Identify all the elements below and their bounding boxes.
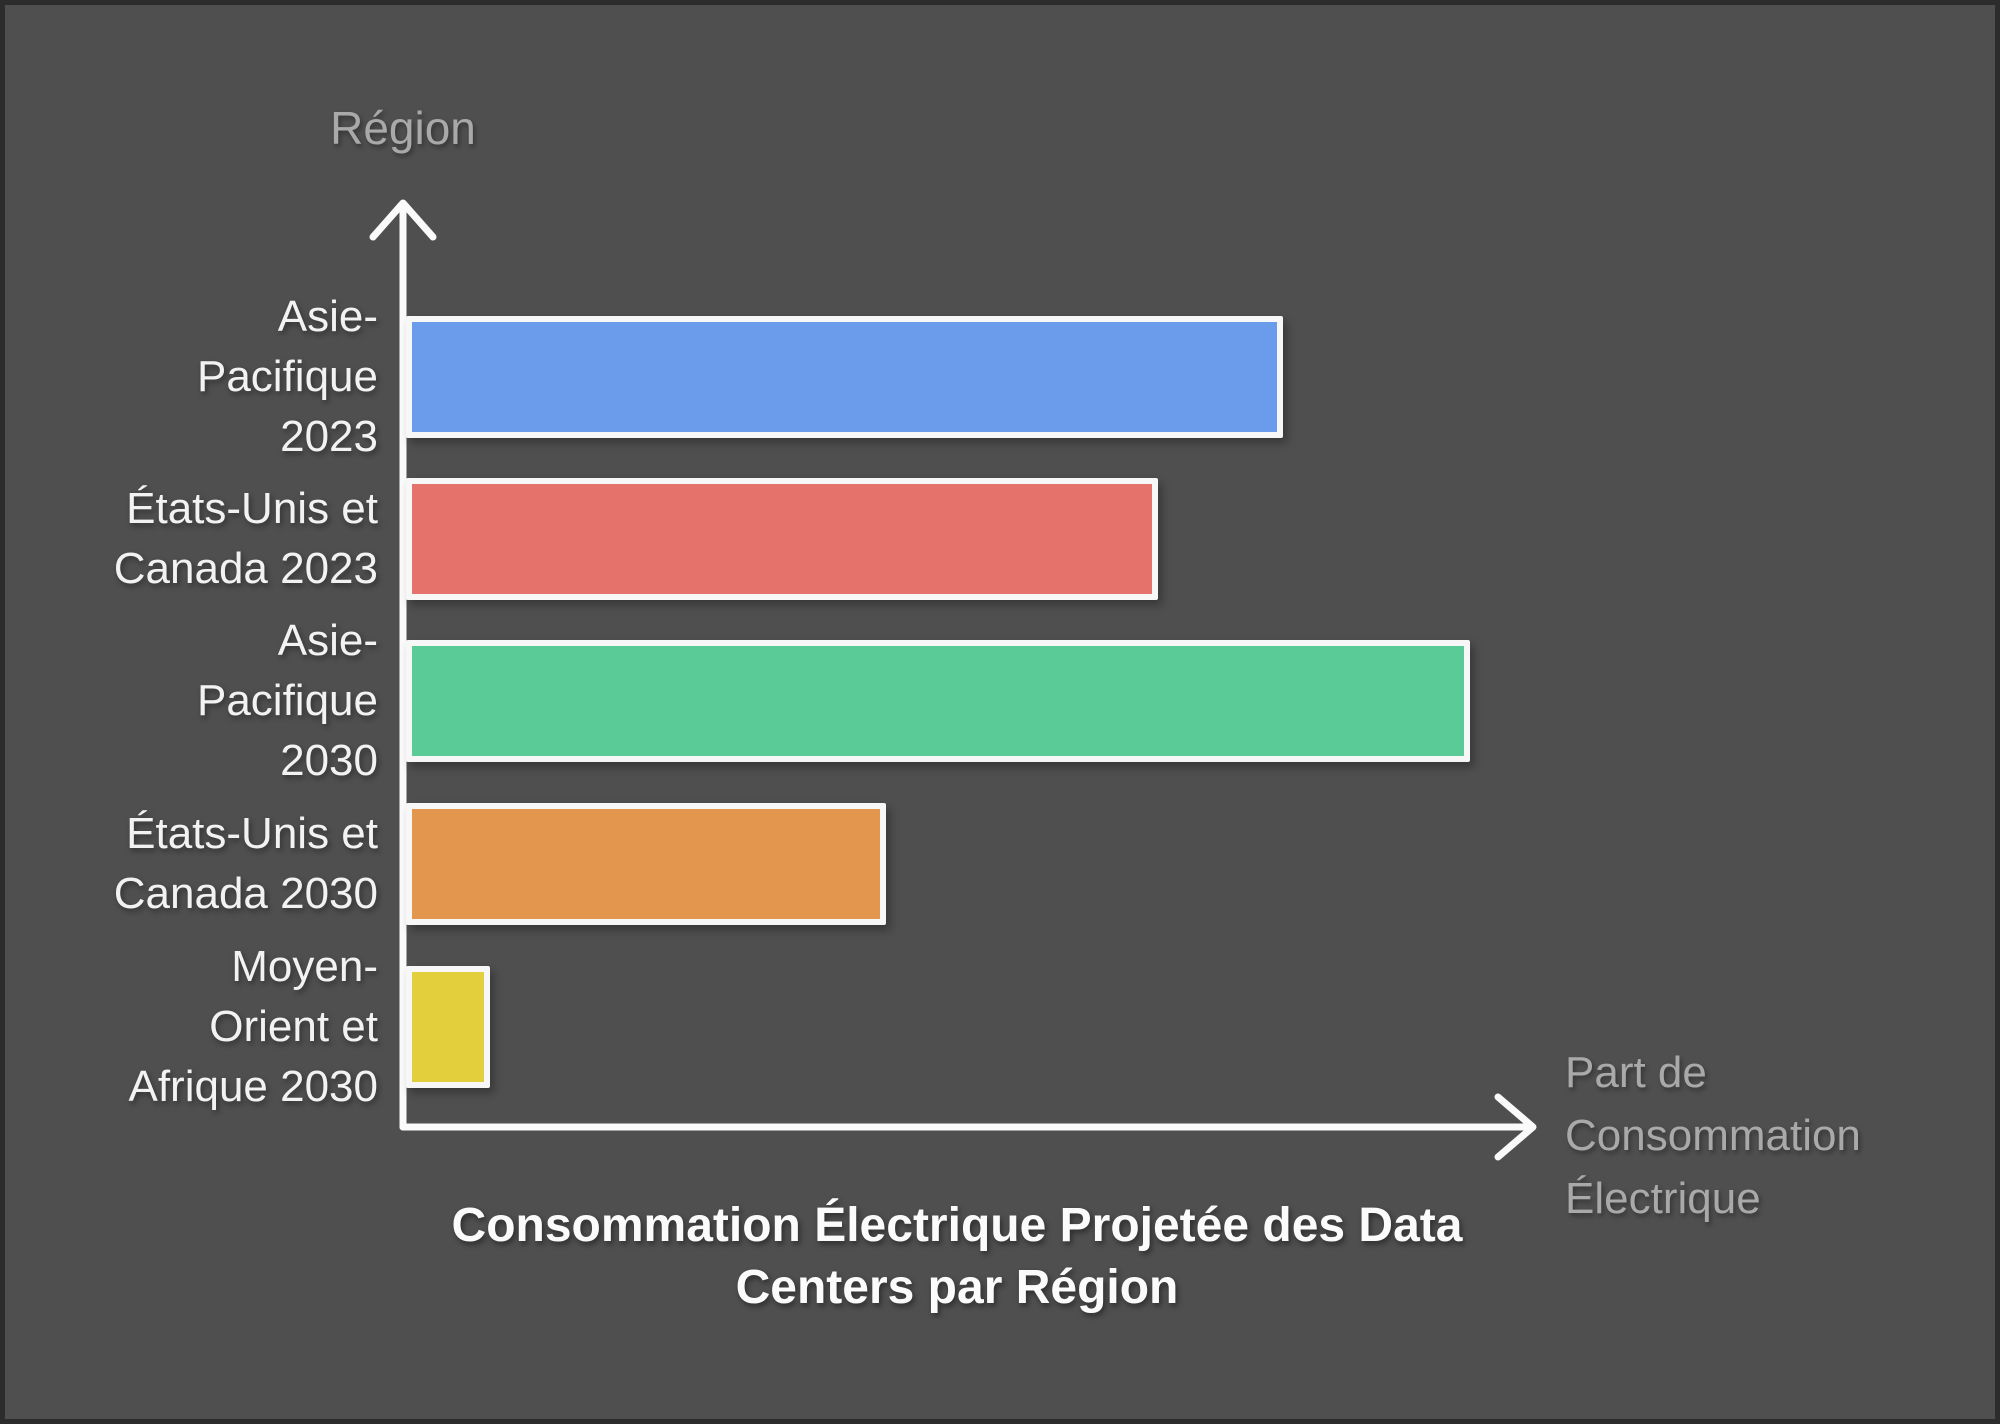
bar-label-line: États-Unis et (126, 484, 378, 533)
bar-etats-unis-et-canada-2023 (406, 478, 1158, 600)
bar-asie-pacifique-2023 (406, 316, 1283, 438)
bar-label-line: Canada 2023 (113, 544, 378, 593)
right-arrowhead-icon (1494, 1093, 1537, 1161)
x-axis-title-line: Électrique (1565, 1174, 1761, 1223)
bar-label-etats-unis-et-canada-2023: États-Unis et Canada 2023 (114, 479, 378, 599)
bar-label-line: Pacifique (196, 352, 378, 401)
up-arrowhead-icon (369, 199, 437, 241)
bar-label-asie-pacifique-2023: Asie- Pacifique 2023 (197, 287, 378, 467)
bar-label-moyen-orient-et-afrique-2030: Moyen- Orient et Afrique 2030 (128, 937, 378, 1117)
bar-label-line: Moyen- (231, 942, 378, 991)
x-axis-title-line: Consommation (1565, 1111, 1861, 1160)
bar-label-line: 2023 (280, 412, 378, 461)
chart-title-line: Consommation Électrique Projetée des Dat… (451, 1199, 1463, 1252)
bar-asie-pacifique-2030 (406, 640, 1470, 762)
x-axis-title: Part de Consommation Électrique (1565, 1041, 1861, 1230)
bar-label-line: Asie- (277, 292, 378, 341)
y-axis-title: Région (330, 102, 476, 154)
chart-title-line: Centers par Région (735, 1261, 1179, 1314)
bar-etats-unis-et-canada-2030 (406, 803, 886, 925)
bar-label-line: Orient et (209, 1002, 378, 1051)
bar-label-line: Canada 2030 (113, 869, 378, 918)
bar-label-line: Pacifique (196, 676, 378, 725)
bar-label-etats-unis-et-canada-2030: États-Unis et Canada 2030 (114, 804, 378, 924)
bar-label-line: Afrique 2030 (128, 1062, 378, 1111)
bar-label-line: Asie- (277, 616, 378, 665)
bar-label-asie-pacifique-2030: Asie- Pacifique 2030 (197, 611, 378, 791)
bar-label-line: 2030 (280, 736, 378, 785)
x-axis-title-line: Part de (1565, 1048, 1707, 1097)
bar-label-line: États-Unis et (126, 809, 378, 858)
axes (369, 199, 1537, 1161)
bar-moyen-orient-et-afrique-2030 (406, 966, 490, 1088)
chart-title: Consommation Électrique Projetée des Dat… (452, 1195, 1463, 1319)
